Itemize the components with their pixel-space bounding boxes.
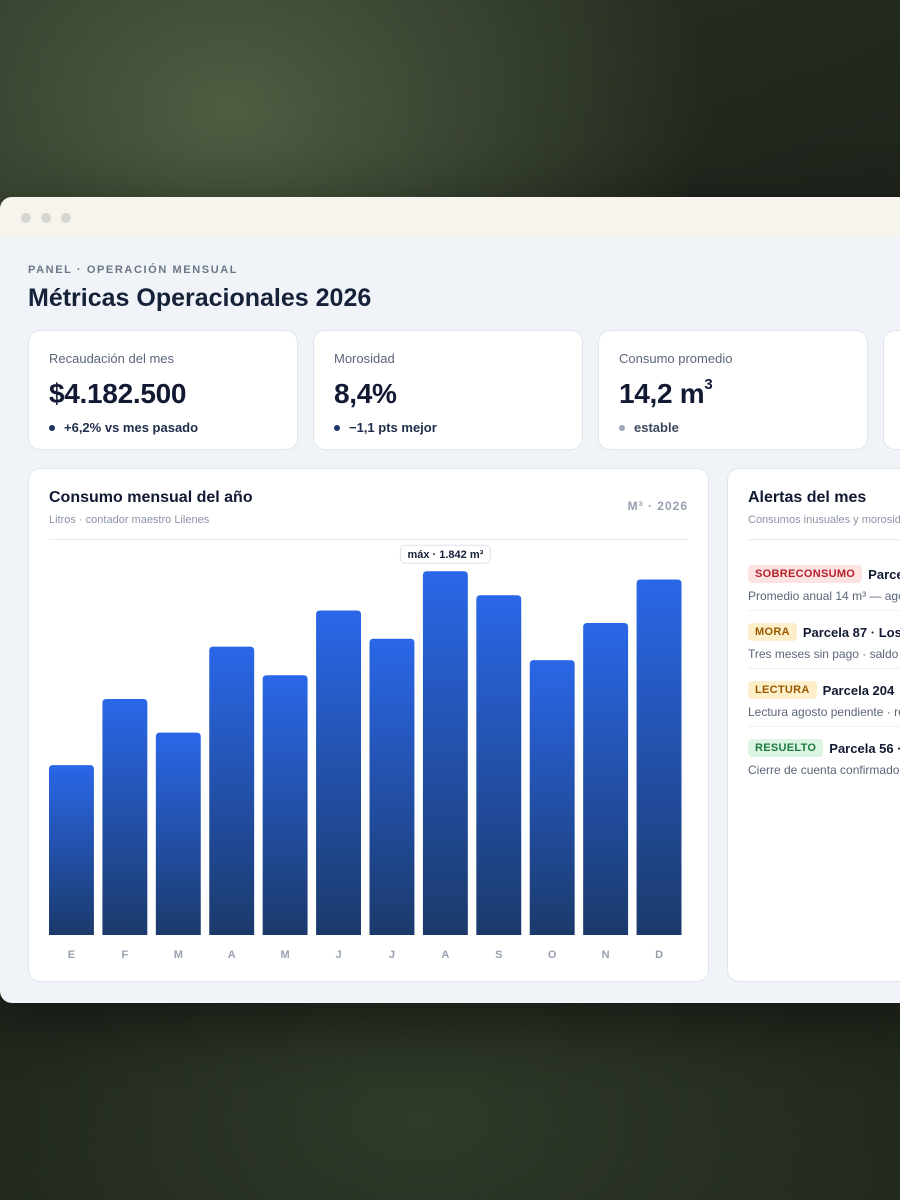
- kpi-delta-text: −1,1 pts mejor: [349, 420, 437, 435]
- bar-8[interactable]: [476, 595, 522, 935]
- bar-2[interactable]: [155, 732, 201, 935]
- alert-item[interactable]: LECTURA Parcela 204 Lectura agosto pendi…: [748, 681, 900, 719]
- kpi-value-exponent: 3: [704, 375, 713, 393]
- kpi-value: 14,2 m3: [619, 375, 847, 410]
- x-tick-label: M: [281, 949, 290, 961]
- bullet-icon: [619, 424, 625, 431]
- alerts-divider: [748, 539, 900, 540]
- bar-11[interactable]: [636, 579, 682, 936]
- window-close-dot[interactable]: [21, 213, 31, 223]
- chart-unit-tag: M³ · 2026: [627, 499, 688, 513]
- bar-7[interactable]: [422, 571, 468, 935]
- x-tick-label: A: [228, 949, 236, 961]
- bullet-icon: [334, 424, 340, 431]
- alert-title: Parcela 56 · cierre: [829, 740, 900, 756]
- alert-title: Parcela 132: [868, 566, 900, 582]
- kpi-card-consumo[interactable]: Consumo promedio 14,2 m3 estable: [598, 330, 868, 450]
- x-tick-label: S: [495, 949, 502, 961]
- kpi-value-number: 14,2 m: [619, 378, 705, 409]
- alerts-title: Alertas del mes: [748, 489, 867, 506]
- kpi-label: Consumo promedio: [619, 351, 733, 366]
- alerts-panel: Alertas del mes Consumos inusuales y mor…: [727, 468, 900, 982]
- alert-description: Promedio anual 14 m³ — agosto 41 m³: [748, 589, 900, 603]
- window-titlebar: [0, 197, 900, 237]
- alert-title: Parcela 204: [822, 682, 895, 698]
- alert-description: Cierre de cuenta confirmado: [748, 763, 900, 777]
- x-tick-label: J: [389, 949, 395, 961]
- bar-6[interactable]: [369, 638, 415, 935]
- status-badge: LECTURA: [748, 681, 817, 699]
- status-badge: MORA: [748, 623, 797, 641]
- bar-4[interactable]: [262, 675, 308, 935]
- x-tick-label: M: [174, 949, 183, 961]
- window-minimize-dot[interactable]: [41, 213, 51, 223]
- alert-title: Parcela 87 · Los Aromos: [802, 624, 900, 640]
- alerts-subtitle: Consumos inusuales y morosidad: [748, 514, 900, 526]
- chart-title: Consumo mensual del año: [49, 489, 253, 506]
- kpi-label: Morosidad: [334, 351, 395, 366]
- x-tick-label: N: [602, 949, 610, 961]
- alert-description: Tres meses sin pago · saldo pendiente: [748, 647, 900, 661]
- kpi-delta: +6,2% vs mes pasado: [49, 420, 277, 435]
- max-annotation-box: [399, 544, 491, 564]
- chart-divider: [49, 539, 688, 540]
- x-tick-label: D: [655, 949, 663, 961]
- kpi-delta-text: estable: [634, 420, 679, 435]
- bar-1[interactable]: [102, 698, 148, 935]
- alert-item[interactable]: SOBRECONSUMO Parcela 132 Promedio anual …: [748, 565, 900, 603]
- bar-chart: E F M A M J J A S O N D máx · 1.842 m³: [49, 544, 682, 961]
- kpi-value: $4.182.500: [49, 378, 187, 409]
- bar-3[interactable]: [209, 646, 255, 935]
- alert-item[interactable]: RESUELTO Parcela 56 · cierre Cierre de c…: [748, 739, 900, 777]
- chart-panel: Consumo mensual del año Litros · contado…: [28, 468, 709, 982]
- max-annotation-label: máx · 1.842 m³: [407, 549, 483, 561]
- kpi-value: 8,4%: [334, 378, 397, 409]
- alert-separator: [748, 668, 900, 669]
- x-tick-label: F: [122, 949, 129, 961]
- alert-description: Lectura agosto pendiente · revisar: [748, 705, 900, 719]
- app-window: PANEL · OPERACIÓN MENSUAL Métricas Opera…: [0, 197, 900, 1003]
- bullet-icon: [49, 424, 55, 431]
- alert-item[interactable]: MORA Parcela 87 · Los Aromos Tres meses …: [748, 623, 900, 661]
- page-title: Métricas Operacionales 2026: [28, 284, 372, 312]
- alert-separator: [748, 610, 900, 611]
- kpi-card-morosidad[interactable]: Morosidad 8,4% −1,1 pts mejor: [313, 330, 583, 450]
- kpi-delta-text: +6,2% vs mes pasado: [64, 420, 199, 435]
- kpi-delta: −1,1 pts mejor: [334, 420, 562, 435]
- status-badge: SOBRECONSUMO: [748, 565, 863, 583]
- kpi-card-partial[interactable]: [883, 330, 900, 450]
- status-badge: RESUELTO: [748, 739, 824, 757]
- x-tick-label: J: [335, 949, 341, 961]
- bar-0[interactable]: [49, 765, 94, 935]
- x-tick-label: A: [441, 949, 449, 961]
- kpi-card-recaudacion[interactable]: Recaudación del mes $4.182.500 +6,2% vs …: [28, 330, 298, 450]
- kpi-delta: estable: [619, 420, 847, 435]
- x-tick-label: O: [548, 949, 557, 961]
- chart-subtitle: Litros · contador maestro Lilenes: [49, 514, 210, 526]
- page-eyebrow: PANEL · OPERACIÓN MENSUAL: [28, 264, 239, 276]
- alert-separator: [748, 726, 900, 727]
- kpi-label: Recaudación del mes: [49, 351, 175, 366]
- x-tick-label: E: [68, 949, 75, 961]
- window-maximize-dot[interactable]: [61, 213, 71, 223]
- bar-9[interactable]: [529, 660, 575, 935]
- bar-10[interactable]: [583, 622, 629, 935]
- bar-5[interactable]: [316, 610, 361, 935]
